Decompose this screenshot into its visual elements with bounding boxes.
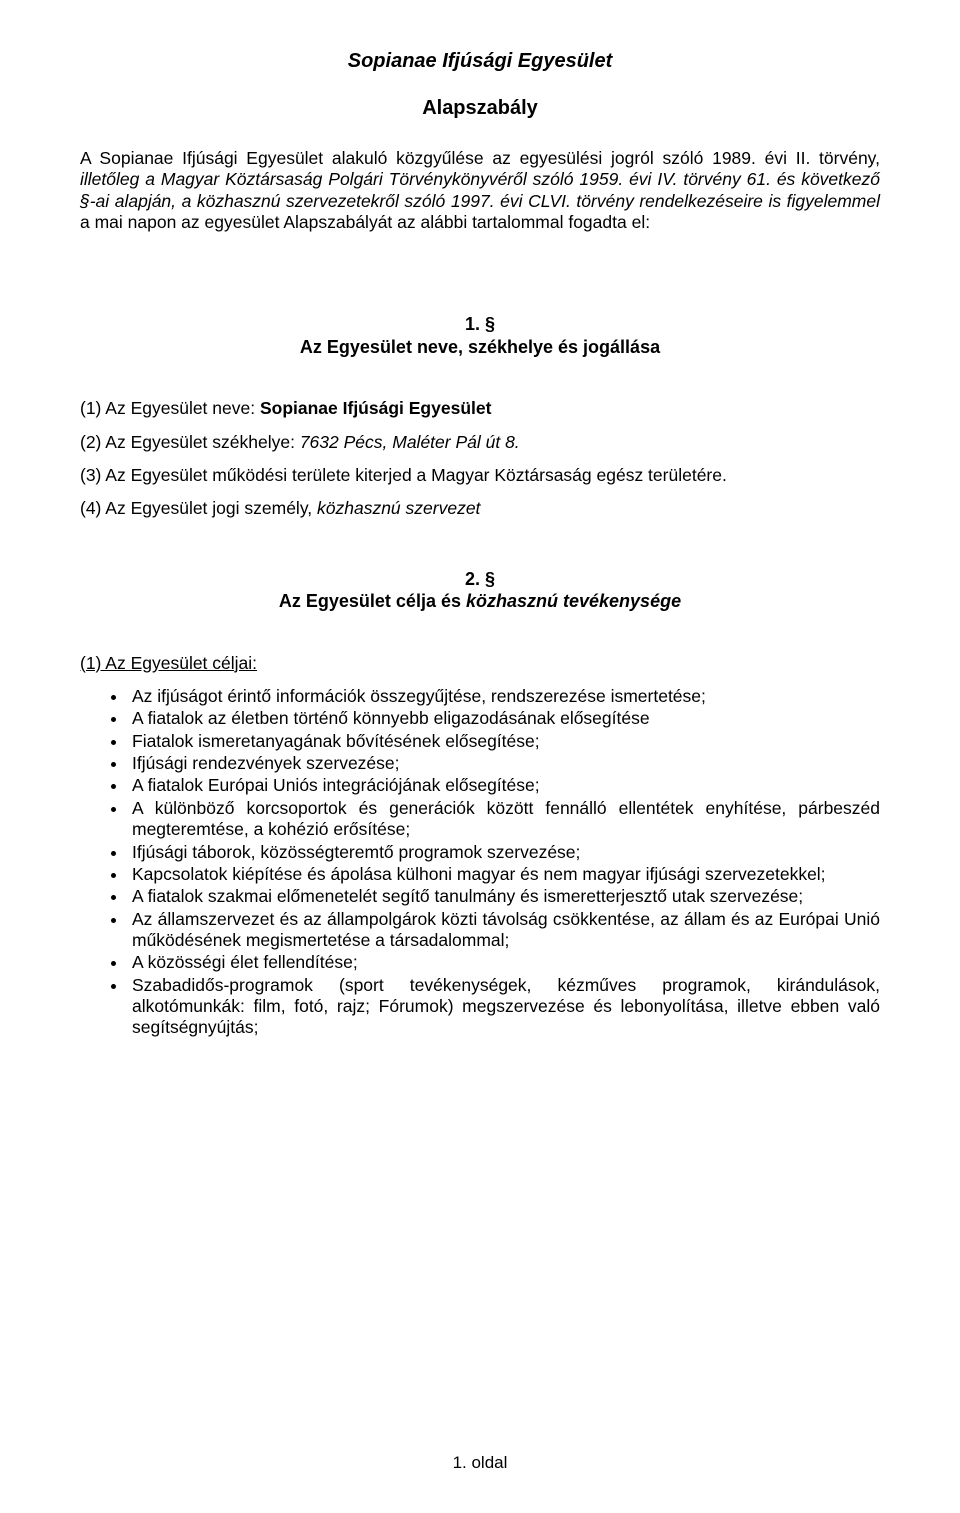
section-2-heading: 2. § Az Egyesület célja és közhasznú tev…	[80, 568, 880, 613]
list-item: Az államszervezet és az állampolgárok kö…	[128, 909, 880, 952]
intro-text-1: A Sopianae Ifjúsági Egyesület alakuló kö…	[80, 148, 880, 168]
s1-para-2: (2) Az Egyesület székhelye: 7632 Pécs, M…	[80, 432, 880, 453]
doc-subtitle: Alapszabály	[80, 97, 880, 120]
section-1-title: Az Egyesület neve, székhelye és jogállás…	[300, 337, 660, 357]
list-item: A fiatalok Európai Uniós integrációjának…	[128, 775, 880, 796]
section-2-number: 2. §	[465, 569, 495, 589]
org-title: Sopianae Ifjúsági Egyesület	[80, 50, 880, 73]
s1-para-1: (1) Az Egyesület neve: Sopianae Ifjúsági…	[80, 398, 880, 419]
s1-p2-label: (2) Az Egyesület székhelye:	[80, 432, 300, 452]
s1-p4-label: (4) Az Egyesület jogi személy,	[80, 498, 317, 518]
s1-p2-value: 7632 Pécs, Maléter Pál út 8.	[300, 432, 520, 452]
page-footer: 1. oldal	[0, 1453, 960, 1473]
section-1-heading: 1. § Az Egyesület neve, székhelye és jog…	[80, 313, 880, 358]
list-item: Fiatalok ismeretanyagának bővítésének el…	[128, 731, 880, 752]
intro-paragraph: A Sopianae Ifjúsági Egyesület alakuló kö…	[80, 148, 880, 233]
s1-p1-value: Sopianae Ifjúsági Egyesület	[260, 398, 491, 418]
list-item: Szabadidős-programok (sport tevékenysége…	[128, 975, 880, 1039]
list-item: Az ifjúságot érintő információk összegyű…	[128, 686, 880, 707]
list-item: A fiatalok szakmai előmenetelét segítő t…	[128, 886, 880, 907]
s1-p4-value: közhasznú szervezet	[317, 498, 480, 518]
list-item: Ifjúsági rendezvények szervezése;	[128, 753, 880, 774]
document-page: Sopianae Ifjúsági Egyesület Alapszabály …	[0, 0, 960, 1513]
intro-text-italic: illetőleg a Magyar Köztársaság Polgári T…	[80, 169, 880, 210]
s2-para-1: (1) Az Egyesület céljai:	[80, 653, 880, 674]
section-2-title-a: Az Egyesület célja és	[279, 591, 466, 611]
list-item: Kapcsolatok kiépítése és ápolása külhoni…	[128, 864, 880, 885]
intro-text-2: a mai napon az egyesület Alapszabályát a…	[80, 212, 650, 232]
s1-p1-label: (1) Az Egyesület neve:	[80, 398, 260, 418]
section-1-number: 1. §	[465, 314, 495, 334]
goals-list: Az ifjúságot érintő információk összegyű…	[80, 686, 880, 1039]
list-item: A közösségi élet fellendítése;	[128, 952, 880, 973]
list-item: Ifjúsági táborok, közösségteremtő progra…	[128, 842, 880, 863]
s2-goals-label: (1) Az Egyesület céljai:	[80, 653, 257, 673]
s1-para-3: (3) Az Egyesület működési területe kiter…	[80, 465, 880, 486]
section-2-title-b: közhasznú tevékenysége	[466, 591, 681, 611]
list-item: A fiatalok az életben történő könnyebb e…	[128, 708, 880, 729]
s1-para-4: (4) Az Egyesület jogi személy, közhasznú…	[80, 498, 880, 519]
list-item: A különböző korcsoportok és generációk k…	[128, 798, 880, 841]
